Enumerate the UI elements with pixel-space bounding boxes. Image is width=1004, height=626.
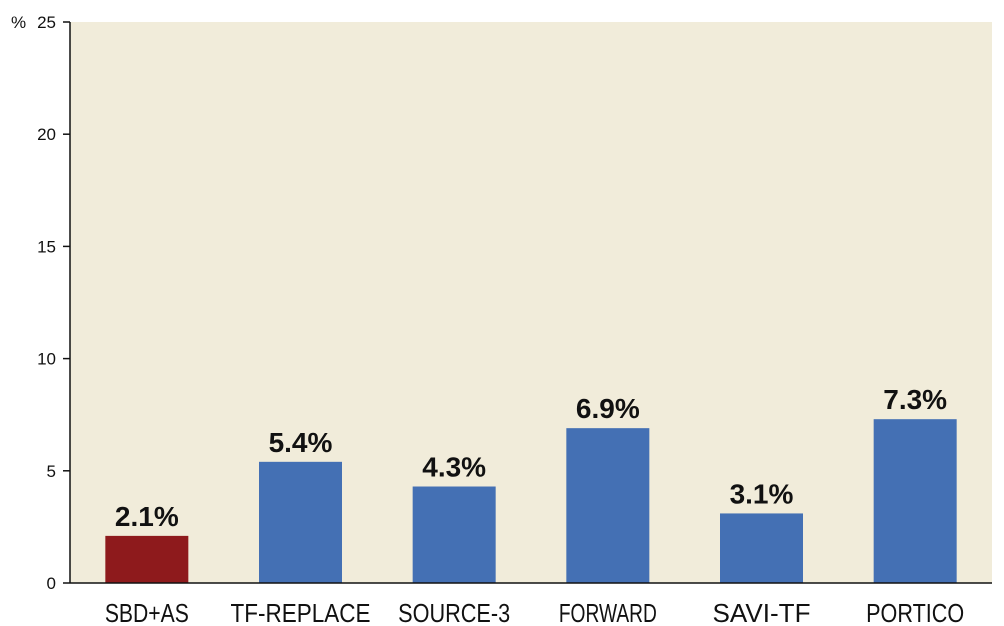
plot-background bbox=[70, 22, 992, 583]
y-tick-label: 10 bbox=[37, 350, 56, 369]
bar-value-label: 2.1% bbox=[115, 501, 179, 532]
category-label: SBD+AS bbox=[105, 598, 189, 626]
bar-value-label: 3.1% bbox=[730, 478, 794, 509]
y-tick-label: 15 bbox=[37, 237, 56, 256]
category-label: PORTICO bbox=[866, 598, 964, 626]
bar-value-label: 4.3% bbox=[422, 452, 486, 483]
value-labels: 2.1% 5.4% 4.3% 6.9% 3.1% 7.3% bbox=[115, 384, 947, 532]
bar-tf-replace bbox=[259, 461, 342, 583]
bar-value-label: 7.3% bbox=[883, 384, 947, 415]
y-axis-ticks: 0 5 10 15 20 25 bbox=[37, 13, 70, 593]
bars bbox=[105, 419, 957, 583]
y-axis-unit-label: % bbox=[11, 13, 26, 32]
bar-sbd-as bbox=[105, 535, 189, 583]
category-label: SAVI-TF bbox=[713, 598, 811, 626]
y-tick-label: 25 bbox=[37, 13, 56, 32]
y-tick-label: 5 bbox=[47, 462, 56, 481]
y-tick-label: 0 bbox=[47, 574, 56, 593]
bar-savi-tf bbox=[720, 513, 803, 583]
bar-portico bbox=[873, 419, 957, 583]
bar-value-label: 5.4% bbox=[269, 427, 333, 458]
category-label: TF-REPLACE bbox=[231, 598, 371, 626]
category-labels: SBD+AS TF-REPLACE SOURCE-3 FORWARD SAVI-TF PO… bbox=[105, 598, 964, 626]
category-label: SOURCE-3 bbox=[398, 598, 510, 626]
y-tick-label: 20 bbox=[37, 125, 56, 144]
bar-value-label: 6.9% bbox=[576, 393, 640, 424]
bar-forward bbox=[566, 428, 650, 583]
bar-source-3 bbox=[412, 486, 496, 583]
category-label: FORWARD bbox=[559, 598, 657, 626]
